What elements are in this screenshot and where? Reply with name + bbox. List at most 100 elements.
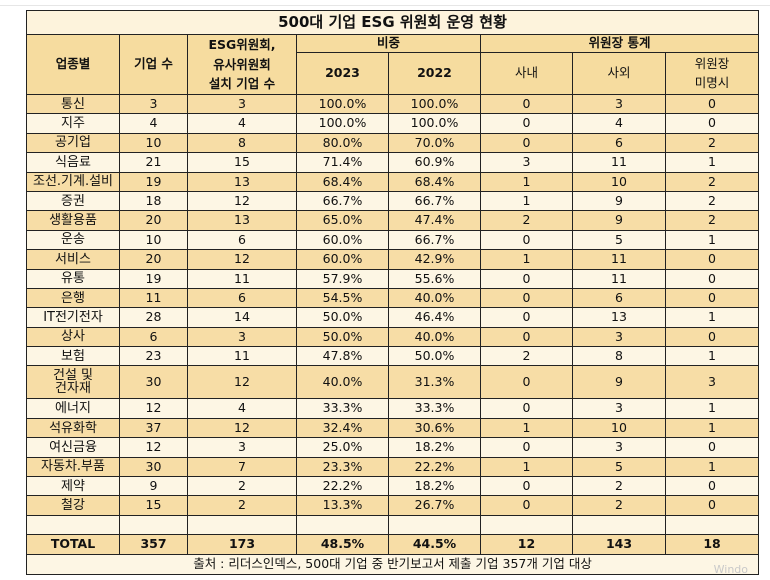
cell-unnamed: 1 bbox=[664, 229, 760, 251]
cell-esg-committee: 8 bbox=[187, 132, 297, 154]
cell-unnamed: 0 bbox=[664, 113, 760, 134]
header-chair-stats: 위원장 통계 bbox=[479, 34, 760, 53]
cell-esg-committee: 3 bbox=[187, 437, 297, 458]
cell-external: 11 bbox=[572, 268, 666, 289]
cell-unnamed: 1 bbox=[664, 398, 760, 419]
cell-industry: 보험 bbox=[26, 346, 120, 367]
cell-ratio-2023: 13.3% bbox=[296, 495, 389, 516]
table-row: 지주 4 4 100.0% 100.0% 0 4 0 bbox=[26, 113, 760, 134]
cell-ratio-2022: 100.0% bbox=[388, 113, 481, 134]
cell-companies: 12 bbox=[119, 398, 188, 419]
empty-cell bbox=[480, 514, 573, 536]
cell-industry: 제약 bbox=[26, 476, 120, 497]
cell-companies: 15 bbox=[119, 495, 188, 516]
cell-industry: 건설 및 건자재 bbox=[26, 365, 120, 400]
cell-internal: 0 bbox=[480, 365, 573, 400]
cell-ratio-2023: 50.0% bbox=[296, 307, 389, 328]
header-2022: 2022 bbox=[388, 52, 481, 95]
table-row: 운송 10 6 60.0% 66.7% 0 5 1 bbox=[26, 229, 760, 251]
cell-internal: 0 bbox=[480, 93, 573, 115]
cell-ratio-2022: 46.4% bbox=[388, 307, 481, 328]
header-industry: 업종별 bbox=[26, 34, 120, 95]
cell-internal: 3 bbox=[480, 152, 573, 173]
table-row: 여신금융 12 3 25.0% 18.2% 0 3 0 bbox=[26, 437, 760, 458]
cell-esg-committee: 2 bbox=[187, 476, 297, 497]
cell-external: 3 bbox=[572, 93, 666, 115]
cell-industry: IT전기전자 bbox=[26, 307, 120, 328]
table-row: 철강 15 2 13.3% 26.7% 0 2 0 bbox=[26, 495, 760, 516]
cell-ratio-2022: 66.7% bbox=[388, 190, 481, 212]
cell-ratio-2023: 60.0% bbox=[296, 229, 389, 251]
cell-companies: 37 bbox=[119, 417, 188, 439]
cell-external: 5 bbox=[572, 229, 666, 251]
cell-ratio-2022: 50.0% bbox=[388, 346, 481, 367]
cell-ratio-2023: 60.0% bbox=[296, 249, 389, 270]
cell-industry: 유통 bbox=[26, 268, 120, 289]
cell-internal: 0 bbox=[480, 229, 573, 251]
cell-ratio-2022: 47.4% bbox=[388, 210, 481, 231]
total-external: 143 bbox=[572, 534, 666, 555]
cell-internal: 0 bbox=[480, 476, 573, 497]
cell-companies: 28 bbox=[119, 307, 188, 328]
cell-industry: 서비스 bbox=[26, 249, 120, 270]
cell-external: 3 bbox=[572, 398, 666, 419]
cell-ratio-2023: 65.0% bbox=[296, 210, 389, 231]
cell-unnamed: 2 bbox=[664, 210, 760, 231]
cell-ratio-2023: 25.0% bbox=[296, 437, 389, 458]
cell-ratio-2023: 32.4% bbox=[296, 417, 389, 439]
cell-companies: 20 bbox=[119, 210, 188, 231]
cell-esg-committee: 4 bbox=[187, 113, 297, 134]
cell-ratio-2023: 57.9% bbox=[296, 268, 389, 289]
cell-ratio-2022: 66.7% bbox=[388, 229, 481, 251]
cell-unnamed: 0 bbox=[664, 249, 760, 270]
cell-industry: 철강 bbox=[26, 495, 120, 516]
cell-companies: 21 bbox=[119, 152, 188, 173]
windows-watermark: Windo bbox=[713, 563, 748, 576]
cell-esg-committee: 13 bbox=[187, 210, 297, 231]
cell-ratio-2022: 18.2% bbox=[388, 476, 481, 497]
cell-esg-committee: 14 bbox=[187, 307, 297, 328]
cell-external: 11 bbox=[572, 249, 666, 270]
cell-industry: 지주 bbox=[26, 113, 120, 134]
cell-unnamed: 1 bbox=[664, 456, 760, 478]
cell-companies: 19 bbox=[119, 268, 188, 289]
cell-ratio-2023: 80.0% bbox=[296, 132, 389, 154]
cell-companies: 11 bbox=[119, 287, 188, 309]
table-row: 자동차.부품 30 7 23.3% 22.2% 1 5 1 bbox=[26, 456, 760, 478]
cell-esg-committee: 6 bbox=[187, 229, 297, 251]
cell-ratio-2022: 33.3% bbox=[388, 398, 481, 419]
cell-companies: 10 bbox=[119, 132, 188, 154]
cell-unnamed: 3 bbox=[664, 365, 760, 400]
cell-ratio-2022: 40.0% bbox=[388, 326, 481, 348]
cell-companies: 19 bbox=[119, 171, 188, 192]
cell-esg-committee: 11 bbox=[187, 346, 297, 367]
empty-cell bbox=[26, 514, 120, 536]
table-row: 증권 18 12 66.7% 66.7% 1 9 2 bbox=[26, 190, 760, 212]
table-row: 공기업 10 8 80.0% 70.0% 0 6 2 bbox=[26, 132, 760, 154]
cell-ratio-2023: 66.7% bbox=[296, 190, 389, 212]
header-2023: 2023 bbox=[296, 52, 389, 95]
cell-external: 9 bbox=[572, 190, 666, 212]
cell-unnamed: 0 bbox=[664, 495, 760, 516]
cell-ratio-2023: 40.0% bbox=[296, 365, 389, 400]
cell-internal: 1 bbox=[480, 456, 573, 478]
table-row: 식음료 21 15 71.4% 60.9% 3 11 1 bbox=[26, 152, 760, 173]
cell-industry: 자동차.부품 bbox=[26, 456, 120, 478]
cell-industry: 식음료 bbox=[26, 152, 120, 173]
total-esg-committee: 173 bbox=[187, 534, 297, 555]
total-unnamed: 18 bbox=[664, 534, 760, 555]
table-row: IT전기전자 28 14 50.0% 46.4% 0 13 1 bbox=[26, 307, 760, 328]
cell-internal: 0 bbox=[480, 132, 573, 154]
cell-unnamed: 2 bbox=[664, 171, 760, 192]
cell-external: 8 bbox=[572, 346, 666, 367]
cell-esg-committee: 15 bbox=[187, 152, 297, 173]
cell-companies: 3 bbox=[119, 93, 188, 115]
cell-industry: 생활용품 bbox=[26, 210, 120, 231]
cell-esg-committee: 11 bbox=[187, 268, 297, 289]
cell-industry: 증권 bbox=[26, 190, 120, 212]
cell-internal: 1 bbox=[480, 417, 573, 439]
table-row: 조선.기계.설비 19 13 68.4% 68.4% 1 10 2 bbox=[26, 171, 760, 192]
empty-cell bbox=[296, 514, 389, 536]
cell-unnamed: 1 bbox=[664, 346, 760, 367]
cell-internal: 1 bbox=[480, 249, 573, 270]
